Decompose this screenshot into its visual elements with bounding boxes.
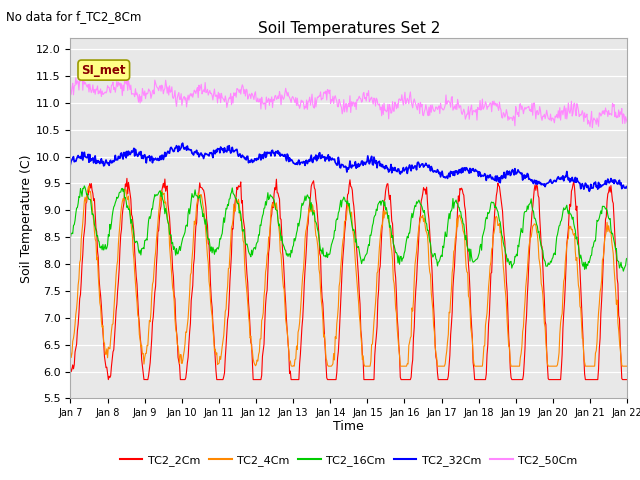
TC2_4Cm <box>288 363 296 369</box>
TC2_2Cm <box>136 321 143 326</box>
TC2_16Cm <box>620 268 627 274</box>
TC2_32Cm <box>586 189 593 194</box>
TC2_16Cm <box>623 255 631 261</box>
Line: TC2_4Cm: TC2_4Cm <box>70 186 627 366</box>
Title: Soil Temperatures Set 2: Soil Temperatures Set 2 <box>258 21 440 36</box>
TC2_2Cm <box>104 377 112 383</box>
Legend: TC2_2Cm, TC2_4Cm, TC2_16Cm, TC2_32Cm, TC2_50Cm: TC2_2Cm, TC2_4Cm, TC2_16Cm, TC2_32Cm, TC… <box>116 451 582 470</box>
TC2_50Cm <box>78 64 86 70</box>
TC2_16Cm <box>134 248 142 253</box>
TC2_32Cm <box>77 154 84 159</box>
TC2_16Cm <box>434 263 442 269</box>
TC2_50Cm <box>434 107 442 112</box>
TC2_4Cm <box>85 183 93 189</box>
TC2_4Cm <box>435 363 442 369</box>
Line: TC2_50Cm: TC2_50Cm <box>70 67 627 128</box>
TC2_32Cm <box>191 149 199 155</box>
TC2_16Cm <box>417 202 425 208</box>
TC2_50Cm <box>221 98 228 104</box>
TC2_32Cm <box>67 161 74 167</box>
TC2_16Cm <box>191 187 199 193</box>
X-axis label: Time: Time <box>333 420 364 432</box>
TC2_2Cm <box>123 176 131 181</box>
TC2_32Cm <box>417 162 425 168</box>
TC2_32Cm <box>434 167 442 172</box>
Text: No data for f_TC2_8Cm: No data for f_TC2_8Cm <box>6 10 142 23</box>
Line: TC2_32Cm: TC2_32Cm <box>70 143 627 192</box>
TC2_4Cm <box>418 215 426 220</box>
TC2_4Cm <box>134 315 142 321</box>
TC2_32Cm <box>221 145 228 151</box>
TC2_32Cm <box>179 140 186 146</box>
TC2_2Cm <box>192 223 200 229</box>
TC2_16Cm <box>77 186 84 192</box>
TC2_50Cm <box>67 92 74 98</box>
TC2_16Cm <box>67 235 74 240</box>
TC2_50Cm <box>77 78 84 84</box>
TC2_4Cm <box>191 221 199 227</box>
TC2_4Cm <box>221 322 228 327</box>
TC2_50Cm <box>589 125 596 131</box>
TC2_50Cm <box>134 99 142 105</box>
Line: TC2_2Cm: TC2_2Cm <box>70 179 627 380</box>
TC2_2Cm <box>418 195 426 201</box>
TC2_2Cm <box>67 364 74 370</box>
Y-axis label: Soil Temperature (C): Soil Temperature (C) <box>20 154 33 283</box>
TC2_4Cm <box>77 257 84 263</box>
TC2_2Cm <box>623 377 631 383</box>
TC2_4Cm <box>623 363 631 369</box>
TC2_2Cm <box>221 355 229 360</box>
TC2_32Cm <box>134 154 141 159</box>
Line: TC2_16Cm: TC2_16Cm <box>70 186 627 271</box>
TC2_2Cm <box>77 292 84 298</box>
TC2_4Cm <box>67 348 74 354</box>
TC2_50Cm <box>623 120 631 125</box>
TC2_16Cm <box>81 183 88 189</box>
TC2_32Cm <box>623 185 631 191</box>
TC2_50Cm <box>417 104 425 110</box>
Text: SI_met: SI_met <box>81 63 126 77</box>
TC2_2Cm <box>435 377 442 383</box>
TC2_50Cm <box>191 88 199 94</box>
TC2_16Cm <box>221 219 228 225</box>
